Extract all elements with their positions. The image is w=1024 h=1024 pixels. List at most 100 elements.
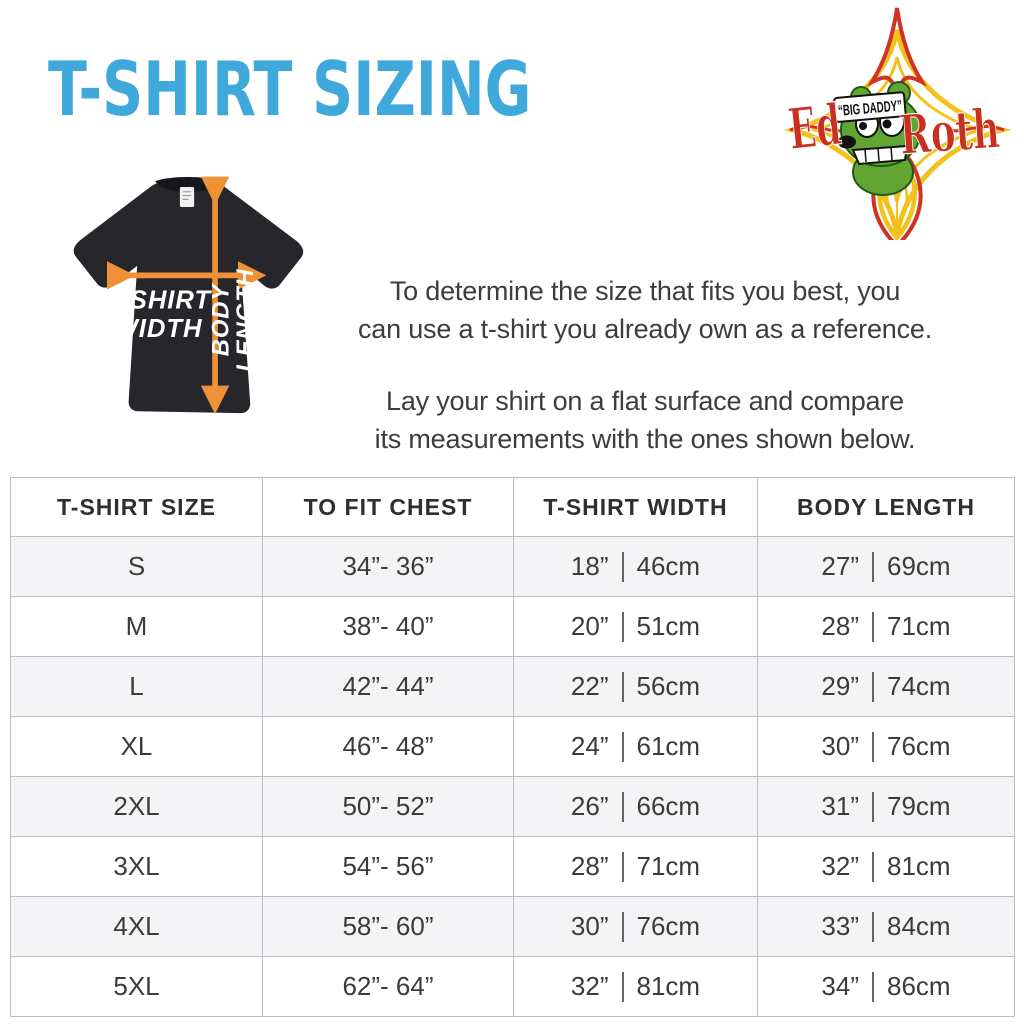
width-cm: 61cm	[636, 731, 701, 761]
length-inches: 33”	[821, 911, 859, 941]
fink-nose	[838, 135, 856, 149]
unit-divider	[621, 971, 624, 1002]
logo-big-daddy-text: “BIG DADDY”	[837, 97, 902, 120]
table-header-row: T-SHIRT SIZE TO FIT CHEST T-SHIRT WIDTH …	[10, 477, 1015, 537]
size-cell: S	[10, 536, 263, 597]
length-cell: 29” 74cm	[757, 656, 1015, 717]
length-cell: 30” 76cm	[757, 716, 1015, 777]
intro-p2-line2: its measurements with the ones shown bel…	[374, 424, 916, 454]
table-row-s: S 34”- 36” 18” 46cm 27” 69cm	[10, 536, 1015, 597]
table-row-3xl: 3XL 54”- 56” 28” 71cm 32” 81cm	[10, 836, 1015, 897]
col-header-size: T-SHIRT SIZE	[10, 477, 263, 537]
diagram-labels: T-SHIRT WIDTH BODY LENGTH	[105, 268, 259, 371]
fink-pupil-left	[859, 122, 867, 130]
unit-divider	[872, 671, 874, 702]
length-cm: 74cm	[887, 671, 951, 701]
width-cell: 26” 66cm	[513, 776, 758, 837]
length-cell: 28” 71cm	[757, 596, 1015, 657]
width-cell: 30” 76cm	[513, 896, 758, 957]
chest-cell: 42”- 44”	[262, 656, 514, 717]
chest-cell: 54”- 56”	[262, 836, 514, 897]
tshirt-measurement-diagram: T-SHIRT WIDTH BODY LENGTH	[45, 156, 330, 428]
unit-divider	[872, 851, 874, 882]
width-label-line1: T-SHIRT	[105, 287, 212, 315]
neck-tag	[179, 187, 195, 207]
length-inches: 30”	[821, 731, 859, 761]
chest-cell: 38”- 40”	[262, 596, 514, 657]
chest-cell: 34”- 36”	[262, 536, 514, 597]
length-cell: 32” 81cm	[757, 836, 1015, 897]
unit-divider	[621, 791, 624, 822]
width-cm: 81cm	[636, 971, 701, 1001]
logo-ed-text: Ed	[786, 92, 845, 163]
length-inches: 31”	[821, 791, 859, 821]
width-cm: 71cm	[636, 851, 701, 881]
unit-divider	[872, 731, 874, 762]
intro-paragraph-2: Lay your shirt on a flat surface and com…	[315, 382, 975, 458]
width-cm: 51cm	[636, 611, 701, 641]
width-cell: 24” 61cm	[513, 716, 758, 777]
length-cm: 86cm	[887, 971, 951, 1001]
chest-cell: 46”- 48”	[262, 716, 514, 777]
width-inches: 28”	[570, 851, 609, 881]
length-cm: 76cm	[887, 731, 951, 761]
unit-divider	[872, 911, 874, 942]
unit-divider	[872, 791, 874, 822]
length-inches: 34”	[821, 971, 859, 1001]
fink-pupil-right	[882, 119, 892, 129]
length-cell: 34” 86cm	[757, 956, 1015, 1017]
size-cell: 5XL	[10, 956, 263, 1017]
width-cell: 28” 71cm	[513, 836, 758, 897]
size-cell: XL	[10, 716, 263, 777]
width-inches: 30”	[570, 911, 609, 941]
chest-cell: 50”- 52”	[262, 776, 514, 837]
measurement-arrows	[106, 176, 267, 415]
width-cell: 20” 51cm	[513, 596, 758, 657]
table-row-4xl: 4XL 58”- 60” 30” 76cm 33” 84cm	[10, 896, 1015, 957]
width-inches: 24”	[570, 731, 609, 761]
table-row-xl: XL 46”- 48” 24” 61cm 30” 76cm	[10, 716, 1015, 777]
unit-divider	[621, 731, 624, 762]
size-table: T-SHIRT SIZE TO FIT CHEST T-SHIRT WIDTH …	[10, 477, 1015, 1017]
intro-p1-line1: To determine the size that fits you best…	[389, 276, 901, 306]
col-header-length: BODY LENGTH	[757, 477, 1015, 537]
width-inches: 18”	[570, 551, 609, 581]
length-cell: 27” 69cm	[757, 536, 1015, 597]
length-inches: 28”	[821, 611, 859, 641]
width-inches: 20”	[570, 611, 609, 641]
table-row-5xl: 5XL 62”- 64” 32” 81cm 34” 86cm	[10, 956, 1015, 1017]
unit-divider	[621, 611, 624, 642]
col-header-width: T-SHIRT WIDTH	[513, 477, 758, 537]
length-cm: 81cm	[887, 851, 951, 881]
length-cell: 33” 84cm	[757, 896, 1015, 957]
intro-p2-line1: Lay your shirt on a flat surface and com…	[386, 386, 904, 416]
width-cell: 32” 81cm	[513, 956, 758, 1017]
table-row-l: L 42”- 44” 22” 56cm 29” 74cm	[10, 656, 1015, 717]
chest-cell: 58”- 60”	[262, 896, 514, 957]
tshirt-silhouette	[73, 177, 304, 414]
tshirt-artwork: T-SHIRT WIDTH BODY LENGTH	[73, 176, 304, 415]
length-inches: 32”	[821, 851, 859, 881]
unit-divider	[621, 851, 624, 882]
unit-divider	[621, 671, 624, 702]
logo-artwork: “BIG DADDY” Ed Roth	[783, 7, 1012, 240]
table-row-2xl: 2XL 50”- 52” 26” 66cm 31” 79cm	[10, 776, 1015, 837]
width-inches: 22”	[570, 671, 609, 701]
chest-cell: 62”- 64”	[262, 956, 514, 1017]
width-label-line2: WIDTH	[114, 315, 203, 343]
width-cm: 66cm	[636, 791, 701, 821]
width-cm: 76cm	[636, 911, 701, 941]
length-label-line1: BODY	[207, 283, 234, 357]
unit-divider	[872, 971, 874, 1002]
width-inches: 26”	[570, 791, 609, 821]
intro-text: To determine the size that fits you best…	[315, 272, 975, 458]
length-cm: 79cm	[887, 791, 951, 821]
unit-divider	[621, 911, 624, 942]
page-title: T-SHIRT SIZING	[48, 45, 532, 133]
length-label-line2: LENGTH	[232, 268, 259, 371]
width-inches: 32”	[570, 971, 609, 1001]
size-cell: 2XL	[10, 776, 263, 837]
col-header-chest: TO FIT CHEST	[262, 477, 514, 537]
length-inches: 29”	[821, 671, 859, 701]
